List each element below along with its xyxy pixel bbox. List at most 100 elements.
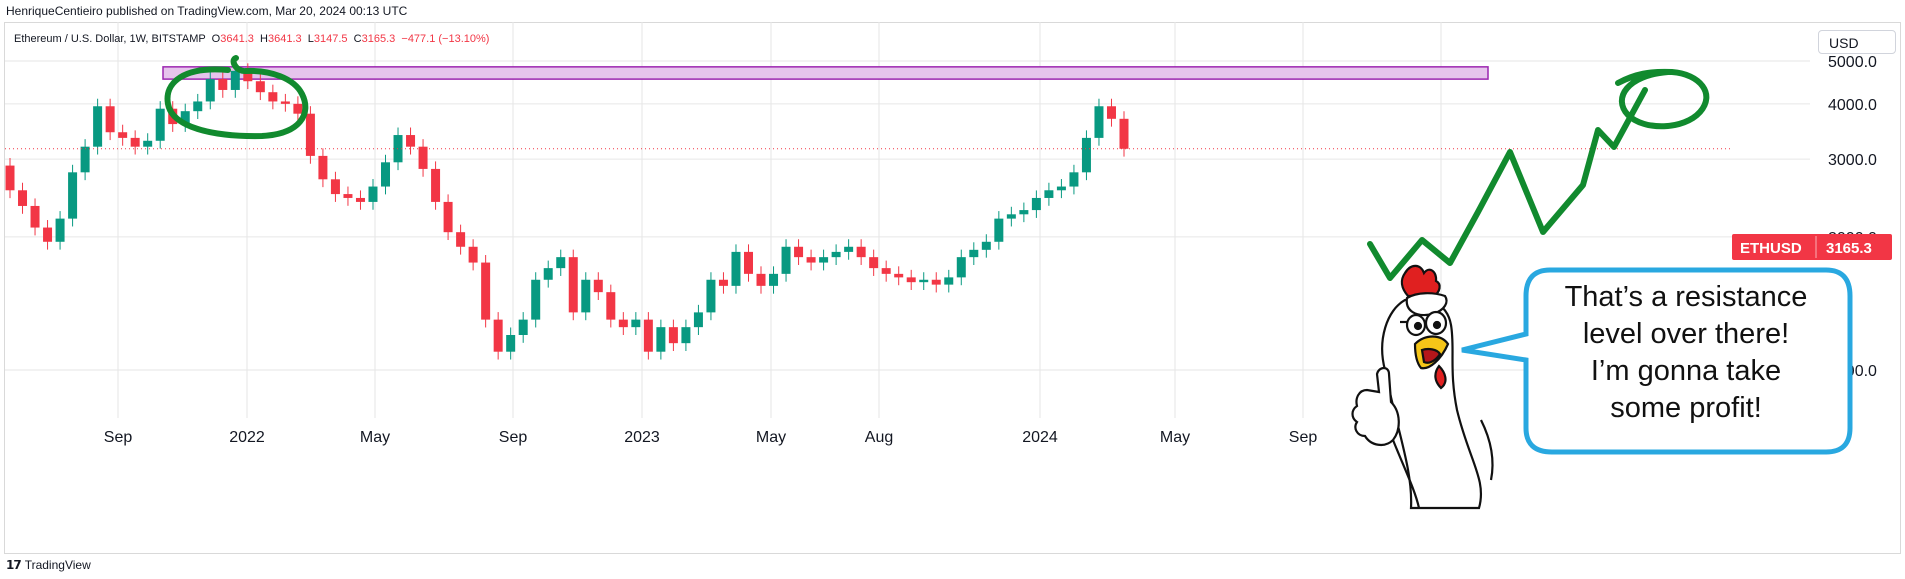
candle-body	[668, 327, 678, 344]
candle-body	[143, 140, 153, 147]
legend-change: −477.1 (−13.10%)	[401, 33, 490, 45]
chart-frame	[4, 22, 1901, 554]
candle-body	[93, 106, 103, 147]
x-axis: Sep2022MaySep2023MayAug2024MaySep2025	[104, 429, 1459, 446]
speech-line: That’s a resistance	[1564, 281, 1808, 313]
resistance-zone	[162, 66, 1489, 80]
candle-body	[706, 279, 716, 313]
candle-body	[593, 279, 603, 293]
candle-body	[293, 103, 303, 114]
candle-body	[1094, 106, 1104, 138]
candle-body	[343, 194, 353, 198]
candle-body	[431, 168, 441, 202]
candle-body	[606, 292, 616, 320]
target-circle	[1615, 68, 1710, 130]
candle-body	[268, 92, 278, 102]
candle-body	[581, 279, 591, 313]
candle-body	[856, 246, 866, 258]
candle-body	[518, 319, 528, 335]
candle-body	[994, 218, 1004, 242]
candle-body	[919, 279, 929, 283]
published-header: HenriqueCentieiro published on TradingVi…	[6, 4, 408, 18]
candle-body	[368, 186, 378, 202]
candle-body	[243, 70, 253, 82]
candle-body	[543, 268, 553, 280]
candle-body	[1106, 106, 1116, 119]
candle-body	[956, 257, 966, 278]
candle-body	[1056, 186, 1066, 191]
legend-o-label: O	[211, 33, 221, 45]
candle-body	[180, 111, 190, 125]
candle-body	[844, 246, 854, 252]
y-tick-label: 3000.0	[1828, 152, 1877, 169]
candle-body	[18, 190, 28, 206]
speech-bubble	[1461, 267, 1853, 455]
x-tick-label: 2022	[229, 429, 265, 446]
candle-body	[43, 227, 53, 242]
candle-body	[681, 327, 691, 344]
x-tick-label: May	[360, 429, 390, 446]
candle-body	[781, 246, 791, 274]
candle-body	[894, 273, 904, 278]
candle-body	[406, 135, 416, 147]
candle-body	[355, 197, 365, 202]
chart-legend: Ethereum / U.S. Dollar, 1W, BITSTAMP O36…	[14, 33, 489, 45]
candle-body	[330, 179, 340, 195]
candle-body	[130, 137, 140, 147]
candle-body	[794, 246, 804, 258]
candle-body	[443, 201, 453, 233]
candle-body	[1069, 172, 1079, 187]
candle-body	[481, 262, 491, 320]
candle-body	[718, 279, 728, 286]
candle-body	[806, 257, 816, 263]
candle-body	[931, 279, 941, 285]
legend-open: 3641.3	[220, 33, 254, 45]
candle-body	[618, 319, 628, 328]
candle-body	[280, 101, 290, 104]
candle-body	[1119, 118, 1129, 149]
candle-body	[693, 312, 703, 328]
candle-body	[506, 334, 516, 352]
tradingview-logo-icon[interactable]: 𝟭𝟳	[6, 558, 22, 572]
candle-body	[1006, 214, 1016, 219]
price-tag-bg	[1732, 234, 1892, 260]
speech-line: level over there!	[1582, 318, 1790, 350]
grid-lines	[5, 22, 1810, 418]
legend-l-label: L	[307, 33, 314, 45]
x-tick-label: 2023	[624, 429, 660, 446]
x-tick-label: 2024	[1022, 429, 1058, 446]
legend-low: 3147.5	[313, 33, 348, 45]
candle-body	[869, 257, 879, 269]
resistance-zone-rect	[162, 66, 1489, 80]
price-tag-value: 3165.3	[1826, 240, 1872, 257]
candle-body	[218, 79, 228, 90]
speech-bubble-text: That’s a resistance level over there! I’…	[1524, 279, 1848, 427]
candle-body	[906, 277, 916, 283]
candle-body	[80, 146, 90, 173]
x-tick-label: May	[1160, 429, 1190, 446]
candle-body	[456, 232, 466, 247]
candle-body	[944, 277, 954, 285]
candles	[5, 63, 1129, 360]
x-tick-label: May	[756, 429, 786, 446]
candle-body	[831, 251, 841, 258]
candle-body	[193, 101, 203, 112]
currency-button[interactable]: USD	[1818, 30, 1896, 54]
prediction-path	[1367, 87, 1648, 281]
top-circle	[164, 55, 309, 140]
legend-symbol: Ethereum / U.S. Dollar, 1W, BITSTAMP	[14, 33, 206, 45]
candle-body	[631, 319, 641, 328]
candle-body	[418, 146, 428, 169]
candle-body	[205, 79, 215, 102]
chicken-mascot-icon	[1351, 264, 1494, 510]
speech-line: I’m gonna take	[1590, 355, 1782, 387]
candle-body	[743, 251, 753, 274]
speech-line: some profit!	[1610, 392, 1762, 424]
candle-body	[568, 257, 578, 313]
y-tick-label: 4000.0	[1828, 97, 1877, 114]
candle-body	[255, 81, 265, 93]
candle-body	[105, 106, 115, 133]
candle-body	[981, 241, 991, 250]
footer-brand[interactable]: TradingView	[24, 558, 91, 572]
